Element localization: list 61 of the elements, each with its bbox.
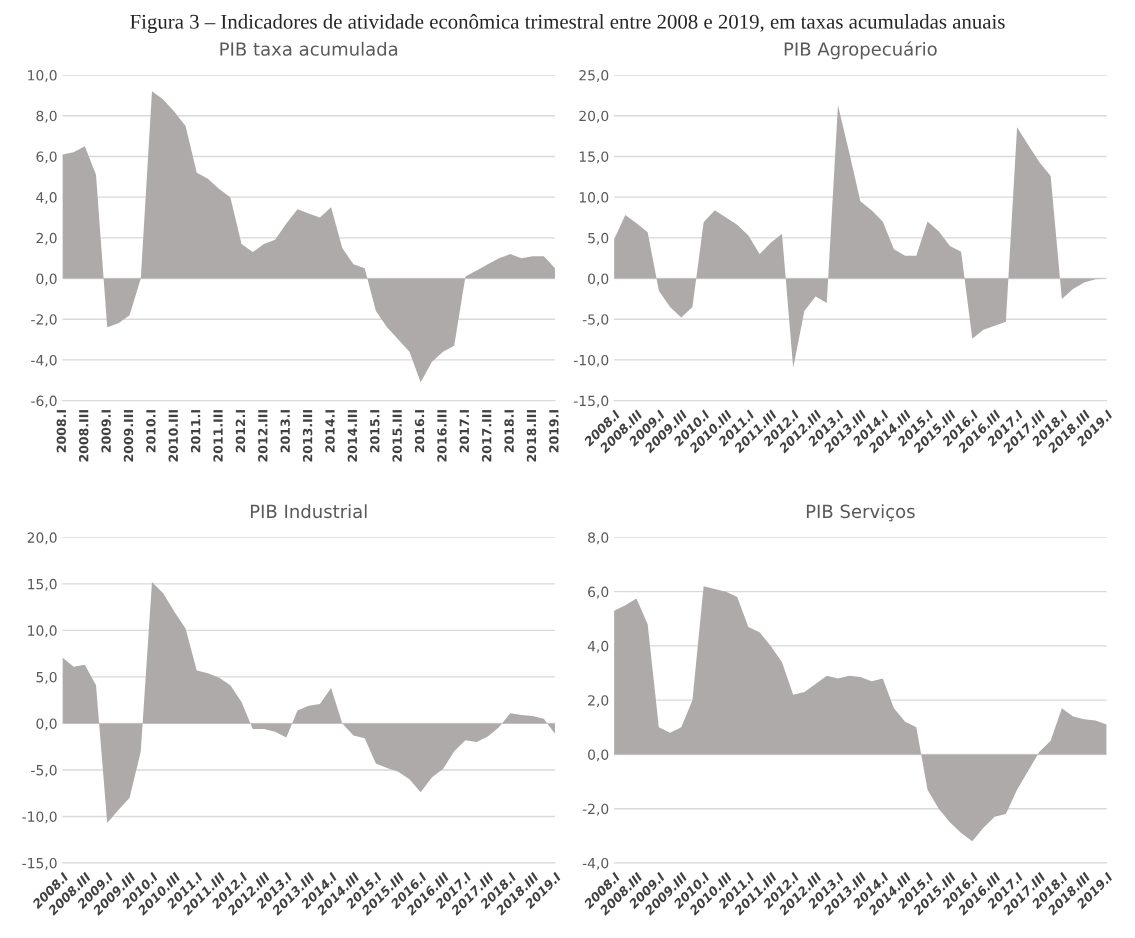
y-tick-label: -2,0 bbox=[31, 314, 57, 327]
x-tick-label: 2013.I bbox=[280, 410, 290, 453]
x-tick-label: 2010.I bbox=[146, 410, 156, 453]
y-tick-label: -10,0 bbox=[573, 354, 609, 367]
x-tick-label: 2016.I bbox=[414, 410, 425, 453]
y-tick-label: -4,0 bbox=[582, 857, 609, 870]
x-tick-label: 2018.I bbox=[504, 410, 514, 453]
x-tick-label: 2016.III bbox=[437, 410, 447, 462]
y-tick-label: 5,0 bbox=[36, 671, 57, 684]
x-tick-label: 2012.III bbox=[258, 410, 268, 462]
chart-title: PIB Serviços bbox=[806, 504, 915, 522]
y-tick-label: 2,0 bbox=[36, 232, 57, 245]
y-tick-label: 0,0 bbox=[36, 718, 57, 731]
y-tick-label: -2,0 bbox=[582, 803, 609, 816]
y-tick-label: 15,0 bbox=[579, 151, 609, 164]
y-tick-label: 10,0 bbox=[579, 192, 609, 205]
chart-title: PIB taxa acumulada bbox=[220, 41, 398, 56]
y-tick-label: -5,0 bbox=[31, 764, 57, 777]
x-tick-label: 2017.III bbox=[481, 410, 492, 462]
y-tick-label: -15,0 bbox=[573, 395, 609, 408]
y-tick-label: 4,0 bbox=[587, 640, 609, 653]
x-tick-label: 2008.III bbox=[78, 410, 89, 462]
y-tick-label: 10,0 bbox=[28, 70, 57, 82]
x-tick-label: 2009.I bbox=[101, 410, 111, 453]
y-tick-label: 0,0 bbox=[588, 273, 609, 286]
x-tick-label: 2014.III bbox=[347, 410, 358, 462]
x-tick-label: 2017.I bbox=[459, 410, 470, 453]
x-tick-label: 2011.I bbox=[190, 410, 201, 453]
x-tick-label: 2009.III bbox=[123, 410, 134, 462]
y-tick-label: 6,0 bbox=[36, 151, 57, 164]
y-tick-label: 5,0 bbox=[588, 232, 609, 245]
y-tick-label: 10,0 bbox=[28, 625, 57, 638]
y-tick-label: 4,0 bbox=[36, 192, 57, 205]
text: Figura 3 – Indicadores de atividade econômica trimestral entre 2008 e 2019, em taxas acumuladas anuais bbox=[130, 14, 1005, 34]
x-tick-label: 2014.I bbox=[325, 410, 335, 453]
y-tick-label: -5,0 bbox=[582, 314, 609, 327]
x-tick-label: 2013.III bbox=[302, 410, 313, 462]
x-tick-label: 2015.I bbox=[370, 410, 380, 453]
y-tick-label: -15,0 bbox=[22, 857, 57, 870]
y-tick-label: 15,0 bbox=[28, 578, 57, 591]
x-tick-label: 2018.III bbox=[526, 410, 537, 462]
y-tick-label: 6,0 bbox=[588, 586, 609, 599]
y-tick-label: -4,0 bbox=[31, 354, 57, 367]
y-tick-label: 2,0 bbox=[588, 695, 609, 708]
y-tick-label: 25,0 bbox=[579, 70, 609, 82]
y-tick-label: 8,0 bbox=[36, 110, 57, 123]
y-tick-label: 20,0 bbox=[579, 110, 609, 123]
y-tick-label: 8,0 bbox=[588, 532, 609, 545]
y-tick-label: -10,0 bbox=[22, 811, 57, 824]
y-tick-label: -6,0 bbox=[31, 395, 57, 408]
x-tick-label: 2008.I bbox=[56, 410, 67, 453]
x-tick-label: 2010.III bbox=[168, 410, 178, 462]
x-tick-label: 2019.I bbox=[549, 410, 559, 453]
chart-title: PIB Agropecuário bbox=[784, 41, 937, 60]
y-tick-label: 0,0 bbox=[36, 273, 57, 286]
x-tick-label: 2012.I bbox=[235, 410, 246, 453]
chart-title: PIB Industrial bbox=[250, 504, 367, 519]
x-tick-label: 2015.III bbox=[392, 410, 402, 462]
y-tick-label: 20,0 bbox=[27, 532, 57, 545]
y-tick-label: 0,0 bbox=[588, 749, 609, 762]
x-tick-label: 2011.III bbox=[213, 410, 223, 462]
